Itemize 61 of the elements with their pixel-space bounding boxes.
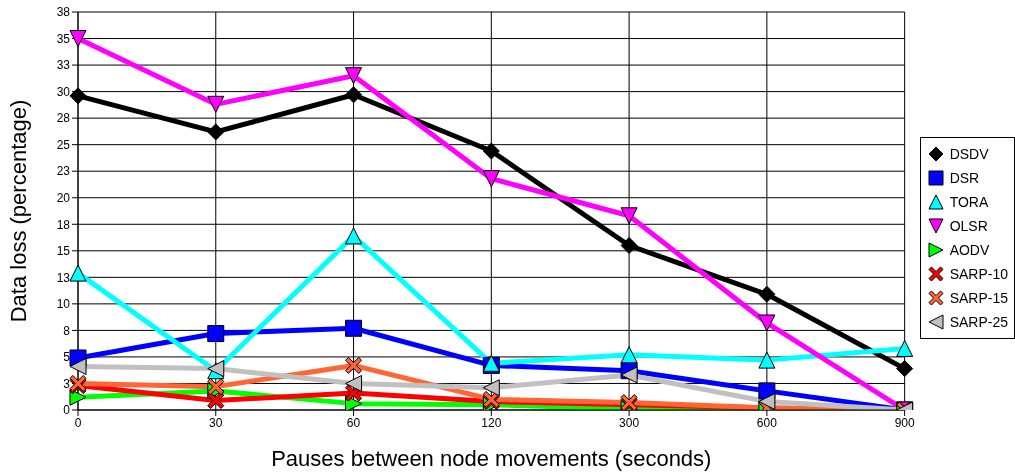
point <box>207 325 225 343</box>
point <box>345 67 363 85</box>
legend-label: DSR <box>949 170 980 186</box>
x-tick-label: 300 <box>619 415 640 430</box>
point <box>758 285 776 303</box>
point <box>758 393 776 410</box>
y-tick-label: 28 <box>56 111 71 126</box>
y-tick-label: 33 <box>56 58 71 73</box>
legend-label: SARP-10 <box>949 266 1008 282</box>
point <box>69 87 87 105</box>
point <box>345 374 363 392</box>
y-tick-label: 35 <box>56 31 71 46</box>
x-tick-label: 30 <box>209 415 223 430</box>
point <box>207 95 225 113</box>
y-axis-title: Data loss (percentage) <box>5 99 31 323</box>
point <box>69 264 87 282</box>
y-tick-label: 38 <box>56 5 71 20</box>
y-tick-label: 3 <box>63 376 71 391</box>
y-tick-label: 15 <box>56 244 71 259</box>
y-tick-label: 20 <box>56 190 71 205</box>
point <box>345 356 363 374</box>
point <box>620 207 638 225</box>
x-tick-label: 120 <box>481 415 502 430</box>
legend-label: SARP-15 <box>949 290 1008 306</box>
point <box>69 30 87 48</box>
legend-label: OLSR <box>949 218 988 234</box>
point <box>620 236 638 254</box>
y-tick-label: 10 <box>56 297 71 312</box>
point <box>207 123 225 141</box>
y-tick-label: 8 <box>63 323 71 338</box>
y-tick-label: 13 <box>56 270 71 285</box>
x-tick-label: 900 <box>894 415 915 430</box>
legend-label: TORA <box>949 194 989 210</box>
point <box>758 314 776 332</box>
point <box>482 170 500 188</box>
point <box>69 357 87 375</box>
y-tick-label: 5 <box>63 350 71 365</box>
point <box>896 339 914 357</box>
x-tick-label: 600 <box>756 415 778 430</box>
point <box>896 360 914 378</box>
legend-label: DSDV <box>949 146 989 162</box>
x-axis-title: Pauses between node movements (seconds) <box>271 446 712 471</box>
point <box>345 227 363 245</box>
x-tick-label: 0 <box>74 415 82 430</box>
point <box>207 378 225 396</box>
point <box>758 351 776 369</box>
point <box>482 142 500 160</box>
point <box>482 379 500 397</box>
point <box>620 346 638 364</box>
point <box>345 86 363 104</box>
point <box>345 319 363 337</box>
point <box>207 391 225 409</box>
legend-label: AODV <box>949 242 990 258</box>
y-tick-label: 30 <box>56 84 71 99</box>
x-tick-label: 60 <box>346 415 361 430</box>
y-tick-label: 0 <box>63 403 71 418</box>
y-tick-label: 18 <box>56 217 71 232</box>
y-tick-label: 25 <box>56 137 71 152</box>
legend-label: SARP-25 <box>949 314 1008 330</box>
y-tick-label: 23 <box>56 164 71 179</box>
point <box>620 366 638 384</box>
